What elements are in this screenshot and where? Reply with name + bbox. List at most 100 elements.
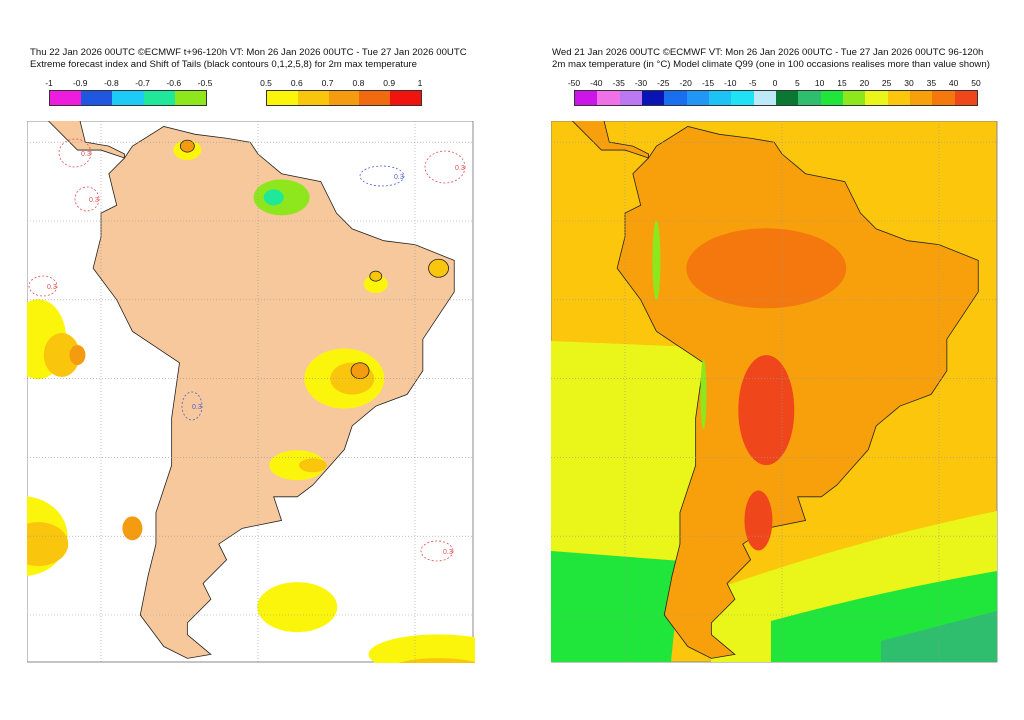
- colorbar-swatch: [708, 91, 732, 105]
- colorbar-tick-label: -15: [701, 78, 715, 88]
- colorbar-tick-label: 15: [837, 78, 847, 88]
- efi-panel: Thu 22 Jan 2026 00UTC ©ECMWF t+96-120h V…: [27, 47, 475, 663]
- colorbar-tick-label: -5: [748, 78, 757, 88]
- colorbar-swatch: [731, 91, 754, 105]
- field-patch: [257, 582, 338, 633]
- colorbar-tick-label: 5: [794, 78, 800, 88]
- field-patch: [428, 258, 449, 278]
- colorbar-swatch: [619, 91, 642, 105]
- field-patch: [269, 450, 326, 481]
- colorbar-tick-label: -20: [679, 78, 692, 88]
- colorbar-swatch: [775, 91, 799, 105]
- colorbar-tick-label: -25: [657, 78, 670, 88]
- colorbar-swatch: [575, 91, 598, 105]
- contour-label: 0.3: [455, 165, 465, 172]
- ocean-field: [551, 551, 681, 662]
- colorbar-swatch: [932, 91, 955, 105]
- contour-line: [420, 540, 454, 562]
- colorbar-swatch: [887, 91, 910, 105]
- contour-label: 0.3: [192, 404, 202, 411]
- field-patch: [700, 359, 707, 430]
- field-patch: [43, 332, 80, 377]
- climate-colorbar: [574, 90, 978, 106]
- colorbar-swatch: [328, 91, 360, 105]
- colorbar-tick-label: -30: [634, 78, 648, 88]
- colorbar-tick-label: -35: [612, 78, 625, 88]
- colorbar-tick-label: 0.7: [321, 78, 334, 88]
- ocean-field: [881, 611, 997, 662]
- colorbar-tick-label: -0.9: [72, 78, 88, 88]
- colorbar-swatch: [954, 91, 977, 105]
- colorbar-tick-label: 0.9: [383, 78, 396, 88]
- field-patch: [122, 516, 143, 541]
- field-patch: [350, 362, 370, 380]
- efi-title-line2: Extreme forecast index and Shift of Tail…: [30, 59, 417, 70]
- colorbar-tick-label: -0.7: [135, 78, 150, 88]
- contour-line: [28, 275, 58, 297]
- colorbar-tick-label: 30: [904, 78, 914, 88]
- field-patch: [27, 522, 69, 567]
- contour-line: [424, 150, 466, 184]
- colorbar-swatch: [664, 91, 687, 105]
- colorbar-tick-label: 0.6: [290, 78, 303, 88]
- colorbar-swatch: [390, 91, 421, 105]
- contour-line: [58, 138, 92, 168]
- colorbar-tick-label: -50: [567, 78, 581, 88]
- colorbar-tick-label: -0.5: [197, 78, 213, 88]
- colorbar-tick-label: 25: [881, 78, 892, 88]
- colorbar-swatch: [359, 91, 391, 105]
- colorbar-swatch: [50, 91, 82, 105]
- colorbar-swatch: [297, 91, 329, 105]
- colorbar-swatch: [909, 91, 933, 105]
- colorbar-tick-label: 0: [772, 78, 778, 88]
- colorbar-tick-label: 35: [926, 78, 937, 88]
- contour-label: 0.3: [89, 197, 99, 204]
- colorbar-tick-label: 50: [971, 78, 981, 88]
- colorbar-tick-label: 10: [814, 78, 825, 88]
- colorbar-swatch: [798, 91, 821, 105]
- efi-colorbar-positive: [266, 90, 422, 106]
- climate-map: 80°W80°W60°W60°W40°W40°W10°N10°N0°N0°N10…: [551, 121, 998, 663]
- field-patch: [369, 270, 383, 282]
- climate-title-line1: Wed 21 Jan 2026 00UTC ©ECMWF VT: Mon 26 …: [552, 47, 984, 58]
- field-patch: [298, 458, 327, 473]
- colorbar-swatch: [81, 91, 113, 105]
- field-patch: [744, 490, 773, 551]
- efi-map: 0.30.30.30.30.30.30.380°W80°W60°W60°W40°…: [27, 121, 475, 663]
- colorbar-swatch: [842, 91, 866, 105]
- efi-title-line1: Thu 22 Jan 2026 00UTC ©ECMWF t+96-120h V…: [30, 47, 467, 58]
- field-patch: [368, 634, 475, 663]
- contour-line: [359, 165, 405, 187]
- contour-label: 0.3: [443, 549, 453, 556]
- field-patch: [263, 189, 284, 206]
- climate-title-line2: 2m max temperature (in °C) Model climate…: [552, 59, 990, 70]
- colorbar-tick-label: 40: [948, 78, 959, 88]
- colorbar-tick-label: 1: [417, 78, 423, 88]
- colorbar-swatch: [143, 91, 175, 105]
- field-patch: [363, 275, 388, 294]
- field-patch: [69, 344, 86, 365]
- contour-line: [74, 186, 100, 212]
- colorbar-swatch: [174, 91, 206, 105]
- field-patch: [398, 658, 475, 663]
- colorbar-swatch: [112, 91, 144, 105]
- colorbar-tick-label: -1: [45, 78, 53, 88]
- contour-label: 0.3: [47, 284, 57, 291]
- colorbar-swatch: [865, 91, 888, 105]
- colorbar-swatch: [267, 91, 298, 105]
- colorbar-swatch: [641, 91, 665, 105]
- colorbar-swatch: [753, 91, 776, 105]
- colorbar-tick-label: -40: [590, 78, 603, 88]
- contour-line: [181, 391, 203, 421]
- south-america-land: [92, 126, 455, 659]
- colorbar-tick-label: -0.8: [104, 78, 119, 88]
- contour-label: 0.3: [81, 151, 91, 158]
- colorbar-swatch: [597, 91, 620, 105]
- field-patch: [652, 220, 661, 301]
- field-patch: [179, 139, 195, 153]
- colorbar-swatch: [820, 91, 843, 105]
- field-patch: [686, 228, 847, 309]
- colorbar-tick-label: 20: [859, 78, 870, 88]
- efi-colorbar-negative: [49, 90, 207, 106]
- colorbar-tick-label: 0.5: [260, 78, 272, 88]
